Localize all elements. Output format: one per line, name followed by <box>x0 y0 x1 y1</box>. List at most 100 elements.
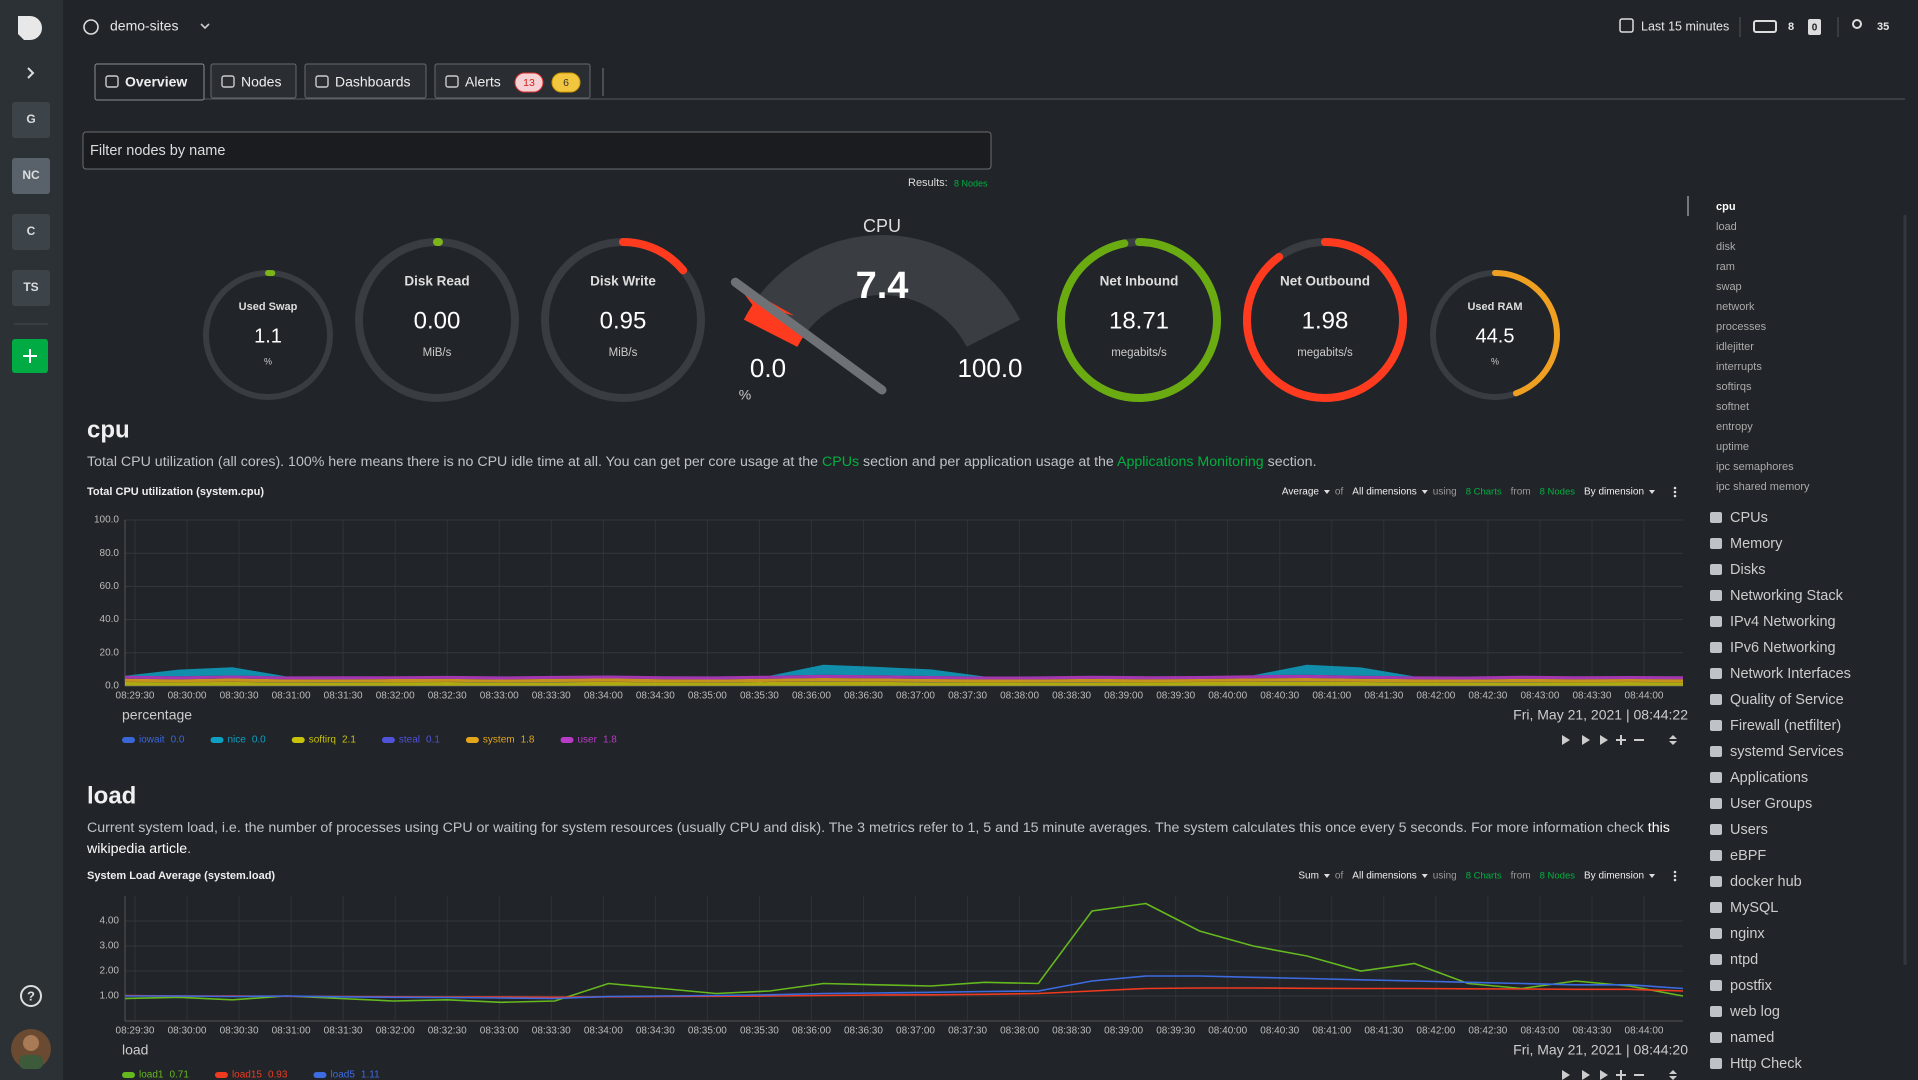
results-value[interactable]: 8 Nodes <box>954 178 988 188</box>
nav-section-item[interactable]: User Groups <box>1730 796 1812 812</box>
nav-menu-item[interactable]: softirqs <box>1716 381 1752 393</box>
description-part[interactable]: Applications Monitoring <box>1117 454 1264 470</box>
chart-control[interactable]: All dimensions <box>1352 487 1416 498</box>
logo[interactable] <box>18 16 42 40</box>
nav-menu-item[interactable]: cpu <box>1716 201 1736 213</box>
nav-menu-item[interactable]: entropy <box>1716 421 1753 433</box>
legend-name[interactable]: softirq <box>309 735 336 746</box>
nav-section-item[interactable]: Disks <box>1730 562 1765 578</box>
nodes-icon[interactable] <box>1753 20 1777 33</box>
nav-menu-item[interactable]: ipc shared memory <box>1716 481 1810 493</box>
playback-icon[interactable] <box>1582 1070 1590 1080</box>
space-button[interactable] <box>12 214 50 250</box>
zoom-in-icon[interactable] <box>1620 735 1622 745</box>
legend-name[interactable]: load15 <box>232 1070 262 1080</box>
space-button[interactable] <box>12 270 50 306</box>
description-part[interactable]: this <box>1648 820 1670 836</box>
nav-menu-item[interactable]: ram <box>1716 261 1735 273</box>
nav-section-item[interactable]: named <box>1730 1030 1774 1046</box>
playback-icon[interactable] <box>1582 735 1590 745</box>
legend-name[interactable]: nice <box>227 735 246 746</box>
legend-swatch[interactable] <box>122 1072 135 1078</box>
nav-section-item[interactable]: web log <box>1729 1004 1780 1020</box>
nav-section-item[interactable]: IPv4 Networking <box>1730 614 1836 630</box>
nav-section-item[interactable]: MySQL <box>1730 900 1778 916</box>
chart-control[interactable]: All dimensions <box>1352 871 1416 882</box>
resize-icon[interactable] <box>1669 735 1677 739</box>
description-part[interactable]: CPUs <box>822 454 859 470</box>
help-icon[interactable] <box>20 985 42 1007</box>
nav-section-item[interactable]: Network Interfaces <box>1730 666 1851 682</box>
chart-control[interactable]: Average <box>1282 487 1320 498</box>
nav-menu-item[interactable]: load <box>1716 221 1737 233</box>
legend-swatch[interactable] <box>381 737 395 743</box>
nav-section-item[interactable]: Memory <box>1730 536 1783 552</box>
tab[interactable] <box>210 63 297 99</box>
nav-section-item[interactable]: Users <box>1730 822 1768 838</box>
nav-menu-item[interactable]: interrupts <box>1716 361 1762 373</box>
legend-swatch[interactable] <box>313 1072 327 1078</box>
nav-section-item[interactable]: ntpd <box>1730 952 1758 968</box>
chart-control[interactable]: By dimension <box>1584 871 1644 882</box>
chart-control[interactable]: By dimension <box>1584 487 1644 498</box>
chart-control[interactable]: Sum <box>1298 871 1319 882</box>
legend-swatch[interactable] <box>560 737 574 743</box>
legend-swatch[interactable] <box>122 737 135 743</box>
legend-name[interactable]: steal <box>399 735 420 746</box>
playback-icon[interactable] <box>1600 1070 1608 1080</box>
tab[interactable] <box>434 63 591 99</box>
space-button[interactable] <box>12 158 50 194</box>
legend-name[interactable]: load1 <box>139 1070 164 1080</box>
legend-swatch[interactable] <box>210 737 224 743</box>
filter-input[interactable] <box>82 131 992 170</box>
nav-section-item[interactable]: CPUs <box>1730 510 1768 526</box>
resize-icon[interactable] <box>1669 1076 1677 1080</box>
nav-menu-item[interactable]: ipc semaphores <box>1716 461 1794 473</box>
playback-icon[interactable] <box>1562 735 1570 745</box>
nav-section-item[interactable]: Firewall (netfilter) <box>1730 718 1841 734</box>
nav-menu-item[interactable]: disk <box>1716 241 1736 253</box>
tab[interactable] <box>304 63 427 99</box>
nav-section-item[interactable]: Networking Stack <box>1730 588 1844 604</box>
nav-menu-item[interactable]: softnet <box>1716 401 1749 413</box>
resize-icon[interactable] <box>1669 741 1677 745</box>
zoom-out-icon[interactable] <box>1634 1074 1644 1076</box>
playback-icon[interactable] <box>1600 735 1608 745</box>
nav-section-item[interactable]: eBPF <box>1730 848 1766 864</box>
legend-swatch[interactable] <box>214 1072 228 1078</box>
nav-section-item[interactable]: IPv6 Networking <box>1730 640 1836 656</box>
nav-menu-item[interactable]: swap <box>1716 281 1742 293</box>
nav-menu-item[interactable]: idlejitter <box>1716 341 1754 353</box>
resize-icon[interactable] <box>1669 1070 1677 1074</box>
nav-menu-item[interactable]: network <box>1716 301 1755 313</box>
expand-icon[interactable] <box>27 67 35 79</box>
nav-section-item[interactable]: systemd Services <box>1730 744 1844 760</box>
nav-section-item[interactable]: postfix <box>1730 978 1773 994</box>
tab[interactable] <box>94 63 205 101</box>
nav-menu-item[interactable]: uptime <box>1716 441 1749 453</box>
calendar-icon[interactable] <box>1619 18 1634 33</box>
legend-name[interactable]: system <box>483 735 515 746</box>
users-icon[interactable] <box>1852 19 1862 29</box>
space-name[interactable]: demo-sites <box>110 18 178 34</box>
zoom-out-icon[interactable] <box>1634 739 1644 741</box>
zoom-in-icon[interactable] <box>1620 1070 1622 1080</box>
description-part[interactable]: wikipedia article <box>86 841 187 857</box>
nav-section-item[interactable]: Quality of Service <box>1730 692 1844 708</box>
space-button[interactable] <box>12 102 50 138</box>
legend-name[interactable]: iowait <box>139 735 165 746</box>
time-range[interactable]: Last 15 minutes <box>1641 19 1729 33</box>
nav-menu-item[interactable]: processes <box>1716 321 1767 333</box>
legend-name[interactable]: load5 <box>330 1070 355 1080</box>
nav-section-item[interactable]: Http Check <box>1730 1056 1802 1072</box>
legend-name[interactable]: user <box>578 735 598 746</box>
nav-section-item[interactable]: nginx <box>1730 926 1765 942</box>
legend-swatch[interactable] <box>465 737 479 743</box>
legend-swatch[interactable] <box>291 737 305 743</box>
chart-control[interactable]: 8 Charts <box>1466 871 1502 882</box>
chart-control[interactable]: 8 Nodes <box>1540 487 1576 498</box>
nav-section-item[interactable]: Applications <box>1730 770 1808 786</box>
chart-control[interactable]: 8 Nodes <box>1540 871 1576 882</box>
chart-control[interactable]: 8 Charts <box>1466 487 1502 498</box>
nav-section-item[interactable]: docker hub <box>1730 874 1802 890</box>
